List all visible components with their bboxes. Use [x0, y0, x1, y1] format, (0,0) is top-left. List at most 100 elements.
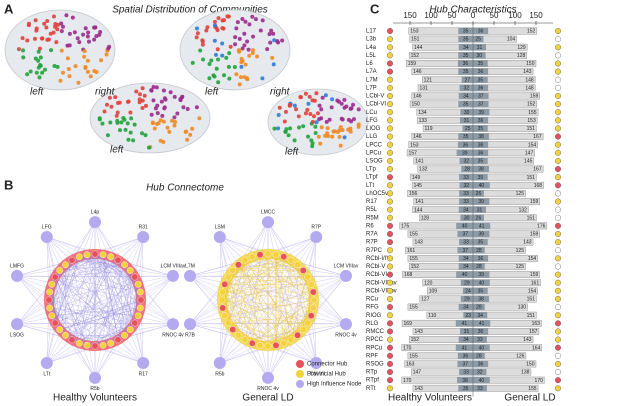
hub-node: [307, 280, 315, 288]
hub-node: [304, 319, 312, 327]
value-label: 34: [463, 45, 469, 51]
node-dot: [155, 111, 160, 116]
node-label: RNOC 4v: [162, 332, 184, 338]
node-dot: [325, 126, 330, 131]
hub-marker: [555, 247, 562, 254]
value-label: 28: [476, 248, 482, 254]
node-dot: [240, 58, 245, 63]
row-label: L7P: [366, 85, 377, 91]
edge: [297, 264, 309, 324]
row-label: LIOG: [366, 126, 381, 132]
hub-marker: [555, 271, 562, 278]
edge: [259, 343, 284, 346]
node-dot: [303, 111, 308, 116]
value-label: 150: [526, 61, 535, 67]
node-dot: [329, 105, 334, 110]
hub-marker: [555, 328, 562, 335]
hub-marker: [555, 255, 562, 262]
hub-node: [272, 341, 280, 349]
side-label: left: [285, 147, 300, 158]
node-dot: [117, 128, 122, 133]
node-dot: [190, 126, 195, 131]
edge: [55, 275, 174, 324]
value-label: 35: [463, 53, 469, 59]
value-label: 133: [419, 118, 428, 124]
inner-bar: [459, 84, 473, 92]
value-label: 119: [425, 126, 433, 132]
node-dot: [173, 120, 178, 125]
node-dot: [198, 48, 203, 53]
node-dot: [97, 117, 102, 122]
node-dot: [140, 105, 145, 110]
node-dot: [326, 134, 331, 139]
value-label: 152: [527, 29, 536, 35]
node-dot: [21, 48, 26, 53]
value-label: 35: [478, 288, 484, 294]
hub-marker: [555, 157, 562, 164]
node-dot: [137, 92, 142, 97]
node-dot: [224, 55, 229, 60]
influence-node: [89, 216, 101, 229]
value-label: 170: [403, 378, 412, 384]
side-label: left: [110, 145, 125, 156]
edge: [232, 270, 315, 301]
value-label: 146: [413, 94, 422, 100]
hub-marker: [387, 255, 394, 262]
edge: [59, 307, 141, 330]
edge: [221, 299, 308, 324]
node-dot: [323, 93, 328, 98]
row-label: RCbl-VIIIav: [366, 280, 397, 286]
node-dot: [204, 28, 209, 33]
node-dot: [216, 80, 221, 85]
hub-node: [62, 261, 69, 269]
edge: [51, 315, 131, 330]
value-label: 143: [523, 69, 532, 75]
influence-node: [310, 230, 323, 243]
hub-node: [126, 267, 134, 274]
node-dot: [305, 107, 310, 112]
value-label: 35: [463, 134, 469, 140]
value-label: 155: [528, 110, 537, 116]
edge: [222, 270, 304, 309]
inner-bar: [473, 328, 489, 335]
node-label: R5b: [215, 371, 224, 377]
row-label: R5L: [366, 207, 378, 213]
x-tick-label: 100: [424, 11, 438, 20]
node-dot: [94, 70, 99, 75]
edge: [313, 299, 347, 325]
value-label: 36: [478, 85, 484, 91]
hub-node: [219, 304, 227, 312]
hub-marker: [555, 174, 562, 181]
edge: [94, 253, 144, 364]
edge: [55, 270, 131, 278]
node-dot: [250, 14, 255, 19]
edge: [244, 307, 314, 340]
x-tick-label: 150: [529, 11, 543, 20]
value-label: 120: [424, 280, 433, 286]
inner-bar: [459, 238, 473, 246]
node-dot: [33, 18, 38, 23]
node-dot: [213, 52, 218, 57]
inner-bar: [473, 368, 487, 376]
inner-bar: [473, 165, 489, 173]
edge: [244, 254, 277, 340]
node-dot: [260, 76, 265, 81]
edge: [94, 236, 144, 347]
value-label: 34: [463, 256, 469, 262]
node-dot: [246, 47, 251, 52]
row-label: L3b: [366, 37, 377, 43]
edge: [79, 254, 104, 257]
hub-marker: [387, 287, 394, 294]
edge: [221, 275, 347, 301]
hub-marker: [555, 263, 562, 270]
inner-bar: [473, 214, 484, 221]
node-dot: [107, 44, 112, 49]
node-dot: [61, 70, 66, 75]
node-dot: [338, 125, 343, 130]
node-dot: [240, 17, 245, 22]
hub-node: [229, 267, 237, 274]
node-dot: [228, 44, 233, 49]
value-label: 27: [465, 77, 471, 83]
hub-node: [121, 261, 128, 269]
